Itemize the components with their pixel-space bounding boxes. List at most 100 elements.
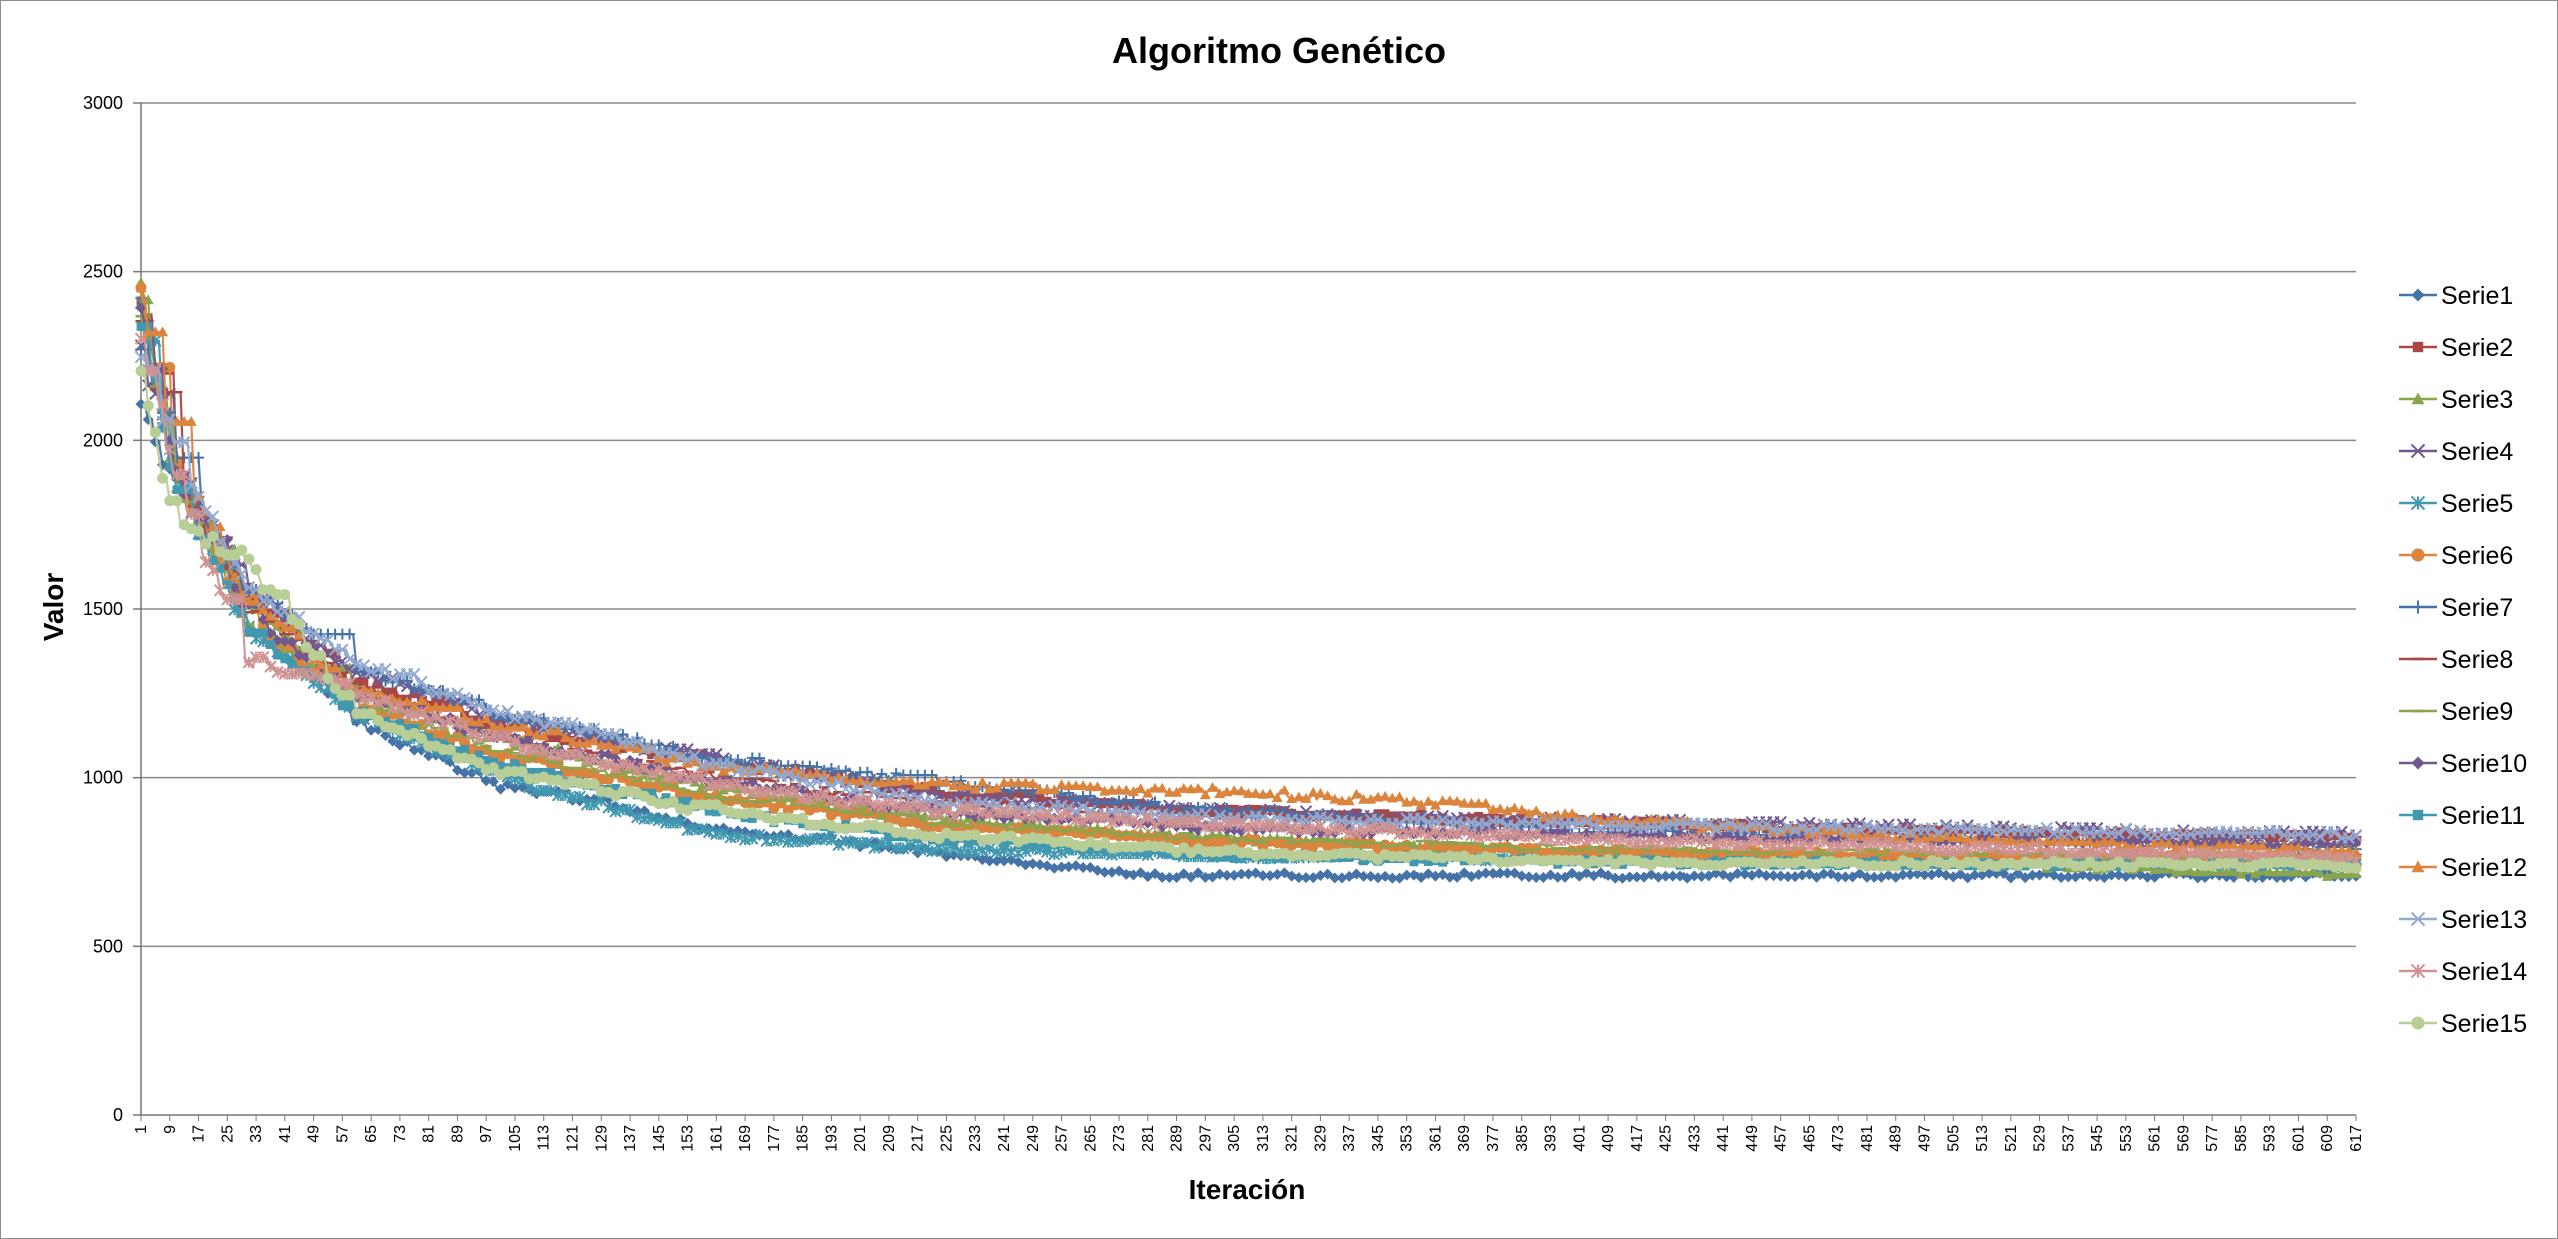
data-point [2148, 846, 2161, 860]
y-tick-label: 2000 [83, 430, 123, 450]
data-point [581, 737, 593, 748]
data-point [1645, 813, 1657, 824]
data-point [364, 691, 378, 705]
data-point [322, 662, 334, 673]
data-point [798, 819, 808, 829]
data-point [897, 842, 910, 855]
x-axis-ticks: 1 9 17 25 33 41 49 57 65 73 81 89 97 105 113 121 129 137 1… [133, 1125, 2365, 1152]
data-point [423, 750, 435, 762]
data-point [444, 714, 457, 728]
data-point [156, 415, 169, 428]
data-point [912, 779, 924, 790]
legend-label: Serie3 [2441, 386, 2513, 414]
data-point [1775, 870, 1787, 882]
data-point [1458, 825, 1471, 838]
data-point [415, 675, 428, 689]
data-point [408, 708, 421, 722]
data-point [1488, 813, 1498, 823]
x-tick-label: 417 [1629, 1125, 1646, 1152]
legend-item: Serie13 [2399, 906, 2527, 934]
data-point [158, 423, 167, 433]
data-point [1012, 846, 1025, 860]
data-point [839, 834, 852, 848]
data-point [1004, 806, 1018, 819]
data-point [544, 784, 558, 798]
data-point [667, 740, 679, 752]
data-point [1416, 809, 1426, 819]
data-point [767, 764, 781, 778]
data-point [2155, 844, 2169, 858]
data-point [1020, 777, 1032, 788]
data-point [1465, 797, 1477, 808]
data-point [1113, 784, 1125, 795]
data-point [1329, 872, 1341, 884]
data-point [1724, 837, 1737, 850]
x-tick-label: 49 [306, 1125, 323, 1143]
data-point [1336, 872, 1348, 884]
data-point [999, 841, 1009, 851]
data-point [1365, 870, 1377, 882]
data-point [1271, 868, 1283, 880]
data-point [1076, 800, 1090, 814]
data-point [1048, 784, 1060, 795]
data-point [337, 701, 347, 711]
data-point [942, 837, 951, 846]
series-line [139, 287, 2356, 854]
data-point [1208, 852, 1217, 862]
data-point [1623, 820, 1636, 833]
data-point [531, 729, 543, 740]
data-point [2026, 869, 2038, 881]
series-serie5 [134, 296, 2363, 868]
data-point [458, 691, 471, 704]
data-point [573, 727, 586, 740]
data-point [1142, 787, 1154, 798]
data-point [1127, 786, 1139, 797]
data-point [2249, 840, 2261, 851]
data-point [940, 843, 953, 857]
data-point [372, 676, 385, 689]
data-point [1335, 823, 1349, 836]
data-point [1645, 835, 1658, 848]
x-tick-label: 465 [1801, 1125, 1818, 1152]
data-point [796, 774, 809, 787]
data-point [1529, 815, 1543, 829]
data-point [2336, 868, 2348, 879]
data-point [1573, 832, 1586, 845]
data-point [142, 400, 154, 412]
data-point [2033, 841, 2046, 854]
data-point [2285, 841, 2297, 852]
data-point [832, 796, 845, 810]
legend-item: Serie14 [2399, 958, 2527, 986]
data-point [956, 792, 966, 802]
data-point [185, 479, 198, 492]
data-point [998, 777, 1010, 788]
data-point [1732, 867, 1744, 879]
data-point [1919, 869, 1931, 881]
data-point [919, 779, 931, 790]
data-point [2349, 829, 2363, 843]
x-tick-label: 153 [680, 1125, 697, 1152]
legend-swatch-marker [2411, 756, 2425, 770]
data-point [1343, 795, 1355, 806]
data-point [1688, 870, 1700, 882]
data-point [460, 745, 470, 754]
data-point [1832, 871, 1844, 883]
data-point [2084, 836, 2096, 847]
data-point [1481, 813, 1491, 823]
data-point [1983, 867, 1995, 879]
data-point [2235, 868, 2247, 879]
data-point [2313, 830, 2327, 843]
data-point [825, 763, 837, 775]
data-point [1213, 819, 1226, 833]
legend-swatch-marker [2411, 600, 2425, 614]
legend-item: Serie2 [2399, 334, 2513, 362]
x-tick-label: 593 [2262, 1125, 2279, 1152]
data-point [2185, 838, 2197, 849]
data-point [293, 618, 305, 630]
x-tick-label: 97 [478, 1125, 495, 1143]
data-point [963, 792, 973, 801]
series-markers [134, 332, 2363, 868]
x-tick-label: 433 [1686, 1125, 1703, 1152]
data-point [1947, 823, 1960, 836]
